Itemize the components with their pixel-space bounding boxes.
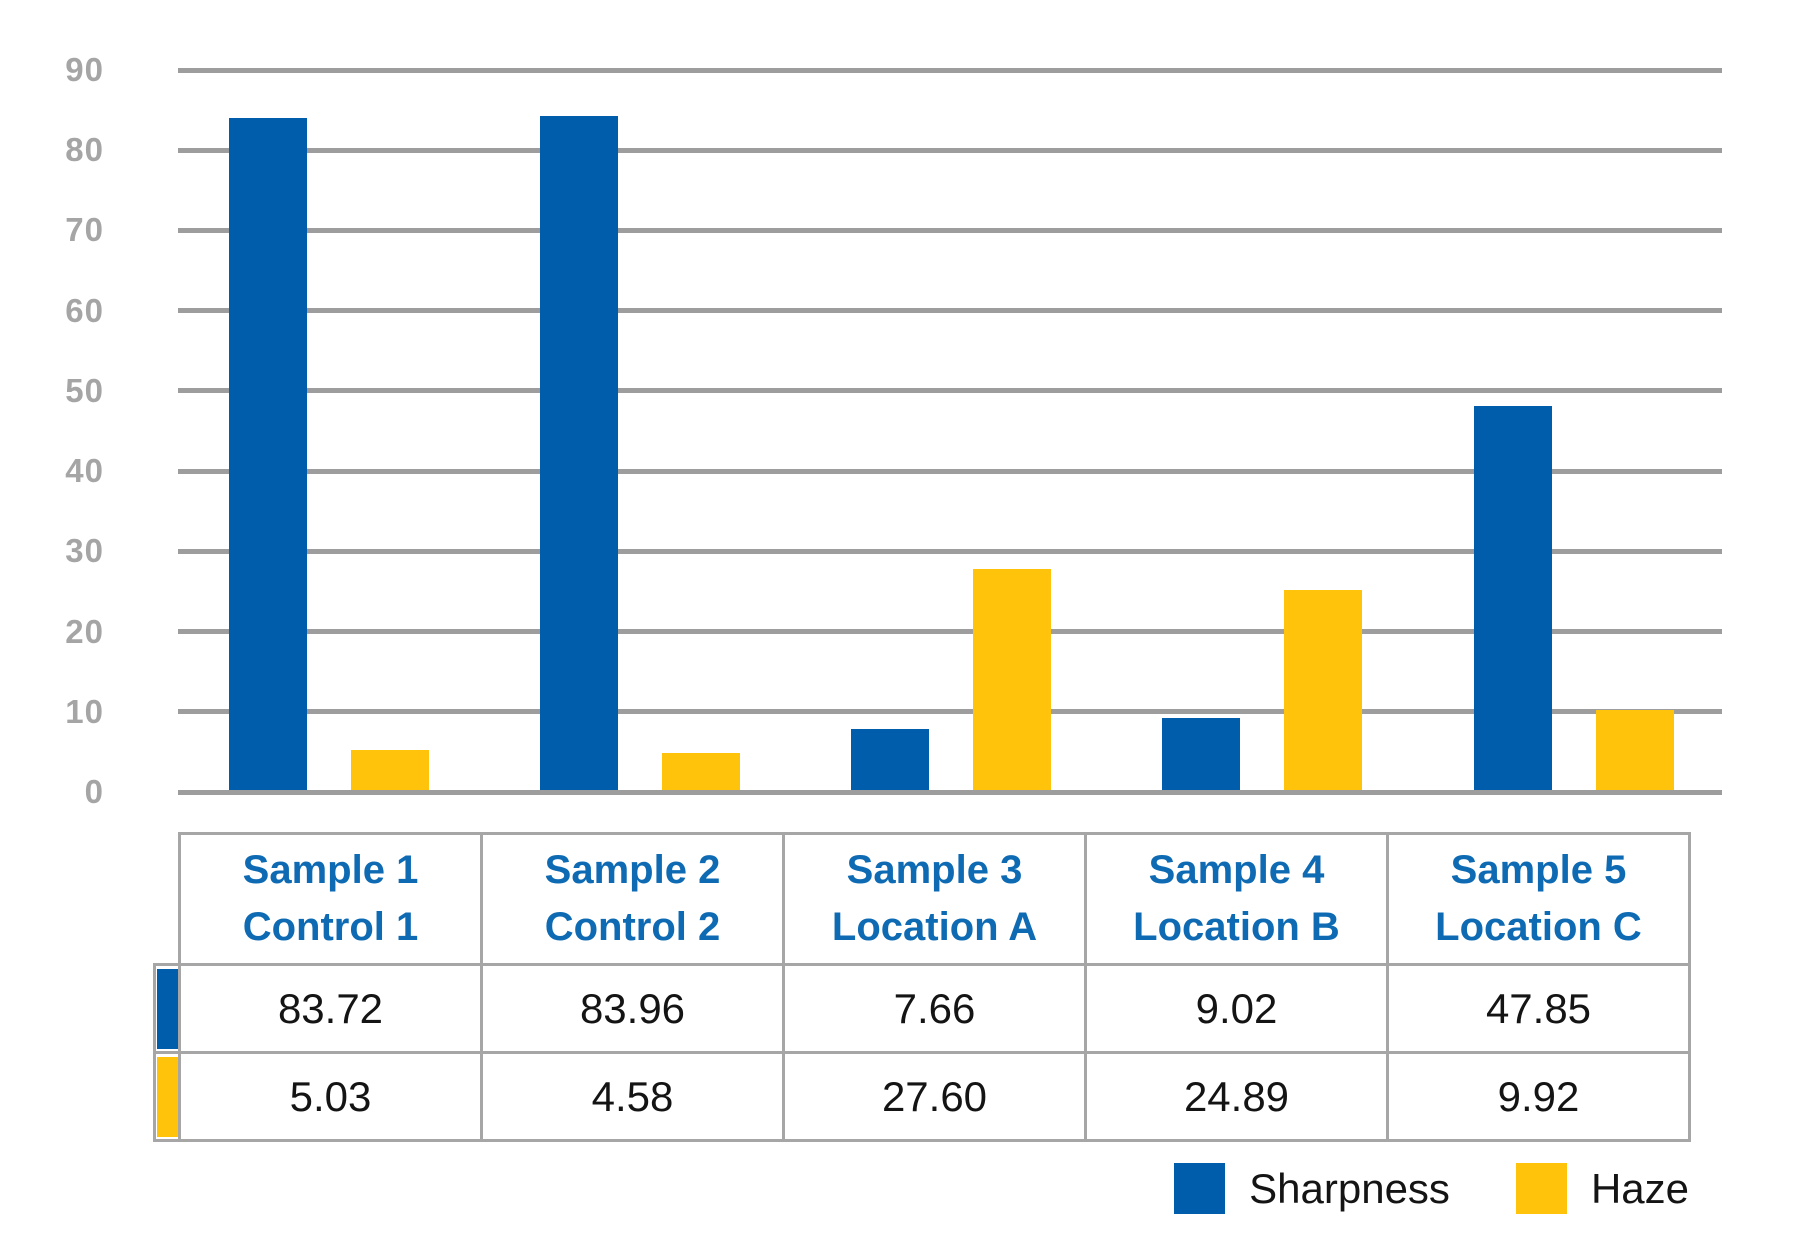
bar-sharpness-sample-4 [1162,717,1241,790]
legend-item-sharpness: Sharpness [1174,1163,1450,1214]
bar-haze-sample-4 [1284,590,1363,790]
gridline-70 [178,227,1722,233]
gridline-0 [178,789,1722,795]
table-header-sample-1: Sample 1 Control 1 [178,832,483,966]
bar-sharpness-sample-3 [851,728,930,790]
bar-sharpness-sample-5 [1473,406,1552,790]
y-axis-tick-label-10: 10 [65,692,104,730]
gridline-60 [178,308,1722,314]
sample-subtitle: Control 1 [242,905,419,949]
haze-legend-label: Haze [1590,1165,1689,1212]
sharpness-row-swatch-icon [156,968,178,1049]
sharpness-legend-label: Sharpness [1249,1165,1450,1212]
sharpness-row-marker-cell [153,963,181,1054]
bar-haze-sample-2 [661,753,740,790]
haze-row-swatch-icon [156,1056,178,1137]
gridline-20 [178,629,1722,635]
table-value-sharpness-sample-1: 83.72 [178,963,483,1054]
bar-sharpness-sample-2 [539,116,618,790]
table-value-haze-sample-1: 5.03 [178,1051,483,1142]
table-value-sharpness-sample-3: 7.66 [782,963,1087,1054]
bar-haze-sample-3 [973,568,1052,790]
table-value-haze-sample-4: 24.89 [1084,1051,1389,1142]
sample-subtitle: Control 2 [544,905,721,949]
sample-title: Sample 4 [1148,848,1325,892]
table-corner-cell [155,834,180,965]
gridline-80 [178,147,1722,153]
y-axis-tick-label-90: 90 [65,51,104,89]
table-header-sample-5: Sample 5 Location C [1386,832,1691,966]
sample-title: Sample 3 [846,848,1023,892]
y-axis-tick-label-70: 70 [65,211,104,249]
y-axis-tick-label-60: 60 [65,291,104,329]
gridline-10 [178,709,1722,715]
y-axis-tick-label-20: 20 [65,612,104,650]
y-axis-tick-label-0: 0 [84,773,104,810]
bar-haze-sample-1 [350,749,429,790]
table-value-sharpness-sample-4: 9.02 [1084,963,1389,1054]
table-value-haze-sample-5: 9.92 [1386,1051,1691,1142]
sample-subtitle: Location B [1133,905,1340,949]
table-value-haze-sample-3: 27.60 [782,1051,1087,1142]
table-value-sharpness-sample-5: 47.85 [1386,963,1691,1054]
sample-subtitle: Location A [831,905,1038,949]
y-axis-tick-label-40: 40 [65,452,104,490]
y-axis-tick-label-80: 80 [65,131,104,169]
y-axis-tick-label-30: 30 [65,532,104,570]
legend-item-haze: Haze [1515,1163,1689,1214]
legend: Sharpness Haze [1174,1163,1689,1214]
sample-title: Sample 1 [242,848,419,892]
y-axis-tick-label-50: 50 [65,371,104,409]
bar-haze-sample-5 [1595,710,1674,790]
table-header-sample-3: Sample 3 Location A [782,832,1087,966]
gridline-40 [178,468,1722,474]
table-value-haze-sample-2: 4.58 [480,1051,785,1142]
sample-title: Sample 5 [1450,848,1627,892]
haze-row-marker-cell [153,1051,181,1142]
table-header-sample-2: Sample 2 Control 2 [480,832,785,966]
gridline-30 [178,548,1722,554]
table-row-haze: 5.03 4.58 27.60 24.89 9.92 [153,1051,1691,1142]
haze-legend-swatch-icon [1515,1163,1567,1214]
chart-data-table: Sample 1 Control 1 Sample 2 Control 2 Sample… [153,832,1691,1142]
sample-subtitle: Location C [1435,905,1642,949]
sharpness-legend-swatch-icon [1174,1163,1226,1214]
table-row-sharpness: 83.72 83.96 7.66 9.02 47.85 [153,963,1691,1054]
gridline-90 [178,67,1722,73]
bar-sharpness-sample-1 [228,118,307,790]
sample-title: Sample 2 [544,848,721,892]
gridline-50 [178,388,1722,394]
table-header-sample-4: Sample 4 Location B [1084,832,1389,966]
table-value-sharpness-sample-2: 83.96 [480,963,785,1054]
